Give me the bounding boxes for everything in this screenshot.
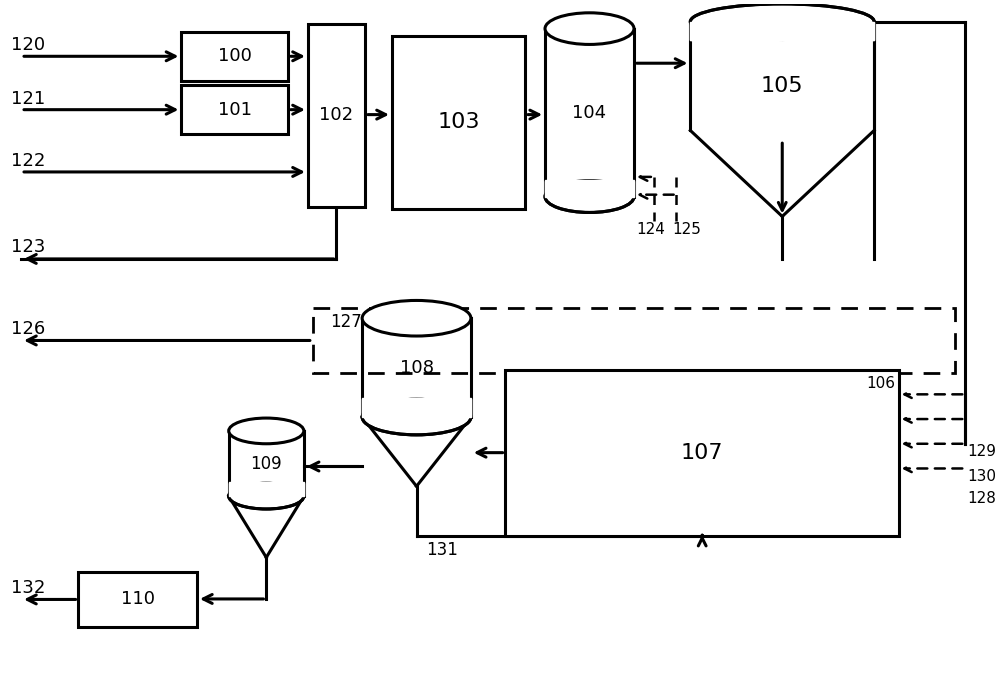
Bar: [362, 400, 471, 417]
Text: 108: 108: [400, 359, 434, 377]
Ellipse shape: [229, 418, 304, 443]
Text: 127: 127: [331, 313, 362, 331]
Text: 122: 122: [11, 152, 46, 170]
Text: 102: 102: [319, 106, 354, 124]
Text: 103: 103: [437, 112, 480, 132]
Text: 132: 132: [11, 579, 46, 597]
Ellipse shape: [545, 13, 634, 45]
Bar: [229, 483, 304, 496]
Ellipse shape: [545, 181, 634, 212]
Bar: [545, 180, 634, 197]
Text: 126: 126: [11, 320, 46, 337]
Text: 105: 105: [761, 76, 804, 96]
Bar: [181, 32, 288, 81]
Text: 110: 110: [121, 590, 155, 608]
Bar: [690, 22, 874, 41]
Text: 130: 130: [967, 469, 996, 484]
Text: 101: 101: [218, 101, 252, 119]
Bar: [362, 398, 471, 417]
Bar: [505, 370, 899, 535]
Ellipse shape: [690, 4, 874, 39]
Bar: [545, 181, 634, 197]
Text: 124: 124: [636, 222, 665, 237]
Text: 125: 125: [672, 222, 701, 237]
Text: 123: 123: [11, 238, 46, 256]
Text: 129: 129: [967, 444, 996, 459]
Bar: [308, 24, 365, 207]
Text: 104: 104: [572, 103, 607, 122]
Text: 100: 100: [218, 47, 252, 66]
Text: 128: 128: [967, 491, 996, 506]
Ellipse shape: [229, 483, 304, 509]
Ellipse shape: [362, 400, 471, 435]
Bar: [78, 573, 197, 627]
Bar: [181, 85, 288, 135]
Text: 106: 106: [867, 376, 896, 391]
Bar: [690, 22, 874, 41]
Text: 131: 131: [426, 541, 458, 558]
Ellipse shape: [362, 300, 471, 336]
Bar: [313, 308, 955, 372]
Bar: [229, 482, 304, 496]
Bar: [392, 36, 525, 208]
Text: 120: 120: [11, 37, 45, 55]
Text: 121: 121: [11, 90, 46, 107]
Text: 109: 109: [250, 454, 282, 473]
Text: 107: 107: [681, 443, 723, 462]
